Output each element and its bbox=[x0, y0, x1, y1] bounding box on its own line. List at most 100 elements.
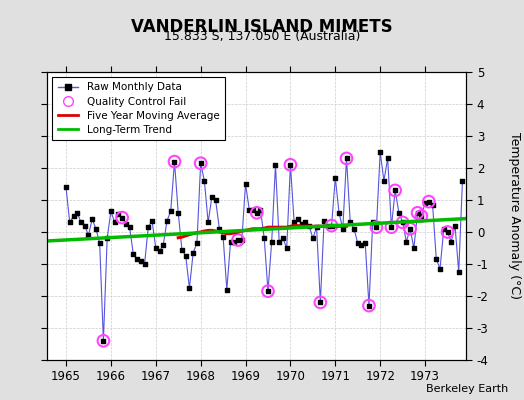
Point bbox=[253, 210, 261, 216]
Point bbox=[148, 218, 156, 224]
Point bbox=[402, 238, 410, 245]
Point bbox=[99, 338, 107, 344]
Point bbox=[424, 198, 433, 205]
Point bbox=[395, 210, 403, 216]
Point bbox=[309, 235, 317, 242]
Point bbox=[204, 219, 212, 226]
Point bbox=[77, 219, 85, 226]
Point bbox=[286, 162, 294, 168]
Point bbox=[84, 232, 93, 238]
Point bbox=[429, 202, 437, 208]
Point bbox=[223, 286, 231, 293]
Point bbox=[282, 245, 291, 251]
Text: Berkeley Earth: Berkeley Earth bbox=[426, 384, 508, 394]
Point bbox=[264, 288, 272, 294]
Point bbox=[316, 299, 324, 306]
Point bbox=[346, 219, 354, 226]
Point bbox=[398, 219, 407, 226]
Point bbox=[286, 162, 294, 168]
Point bbox=[200, 178, 209, 184]
Point bbox=[447, 238, 455, 245]
Point bbox=[118, 214, 126, 221]
Point bbox=[406, 226, 414, 232]
Point bbox=[413, 210, 422, 216]
Point bbox=[365, 302, 373, 309]
Point bbox=[151, 245, 160, 251]
Point bbox=[174, 210, 182, 216]
Point bbox=[275, 238, 283, 245]
Point bbox=[384, 155, 392, 162]
Point bbox=[440, 226, 448, 232]
Point bbox=[196, 160, 205, 166]
Point bbox=[189, 250, 198, 256]
Point bbox=[249, 206, 257, 213]
Legend: Raw Monthly Data, Quality Control Fail, Five Year Moving Average, Long-Term Tren: Raw Monthly Data, Quality Control Fail, … bbox=[52, 77, 225, 140]
Point bbox=[215, 226, 224, 232]
Point bbox=[398, 219, 407, 226]
Point bbox=[256, 206, 265, 213]
Point bbox=[387, 224, 396, 230]
Point bbox=[443, 229, 452, 235]
Point bbox=[271, 162, 280, 168]
Point bbox=[316, 299, 324, 306]
Point bbox=[328, 222, 336, 229]
Point bbox=[88, 216, 96, 222]
Point bbox=[417, 213, 425, 219]
Point bbox=[320, 218, 328, 224]
Point bbox=[163, 218, 171, 224]
Point bbox=[114, 211, 123, 218]
Point bbox=[387, 224, 396, 230]
Point bbox=[193, 240, 201, 246]
Point bbox=[92, 226, 100, 232]
Point bbox=[181, 253, 190, 259]
Point bbox=[62, 184, 70, 190]
Point bbox=[95, 240, 104, 246]
Point bbox=[436, 266, 444, 272]
Point bbox=[361, 240, 369, 246]
Point bbox=[170, 158, 179, 165]
Point bbox=[196, 160, 205, 166]
Point bbox=[107, 208, 115, 214]
Text: VANDERLIN ISLAND MIMETS: VANDERLIN ISLAND MIMETS bbox=[131, 18, 393, 36]
Point bbox=[413, 210, 422, 216]
Point bbox=[350, 226, 358, 232]
Point bbox=[66, 219, 74, 226]
Point bbox=[178, 246, 186, 253]
Point bbox=[133, 256, 141, 262]
Point bbox=[125, 224, 134, 230]
Point bbox=[242, 181, 250, 187]
Point bbox=[245, 206, 254, 213]
Point bbox=[144, 224, 152, 230]
Point bbox=[268, 238, 276, 245]
Point bbox=[103, 235, 112, 242]
Point bbox=[129, 251, 137, 258]
Point bbox=[167, 208, 175, 214]
Point bbox=[99, 338, 107, 344]
Point bbox=[354, 240, 362, 246]
Point bbox=[406, 226, 414, 232]
Point bbox=[230, 238, 238, 245]
Point bbox=[234, 237, 242, 243]
Y-axis label: Temperature Anomaly (°C): Temperature Anomaly (°C) bbox=[508, 132, 521, 300]
Point bbox=[237, 237, 246, 243]
Point bbox=[185, 285, 194, 291]
Point bbox=[342, 155, 351, 162]
Point bbox=[290, 219, 298, 226]
Point bbox=[170, 158, 179, 165]
Point bbox=[391, 187, 399, 194]
Point bbox=[118, 214, 126, 221]
Point bbox=[372, 224, 380, 230]
Point bbox=[155, 248, 163, 254]
Text: 15.833 S, 137.050 E (Australia): 15.833 S, 137.050 E (Australia) bbox=[164, 30, 360, 43]
Point bbox=[305, 222, 313, 229]
Point bbox=[458, 178, 467, 184]
Point bbox=[454, 269, 463, 275]
Point bbox=[211, 197, 220, 203]
Point bbox=[81, 222, 89, 229]
Point bbox=[391, 187, 399, 194]
Point bbox=[342, 155, 351, 162]
Point bbox=[226, 238, 235, 245]
Point bbox=[376, 149, 385, 155]
Point bbox=[260, 235, 268, 242]
Point bbox=[69, 213, 78, 219]
